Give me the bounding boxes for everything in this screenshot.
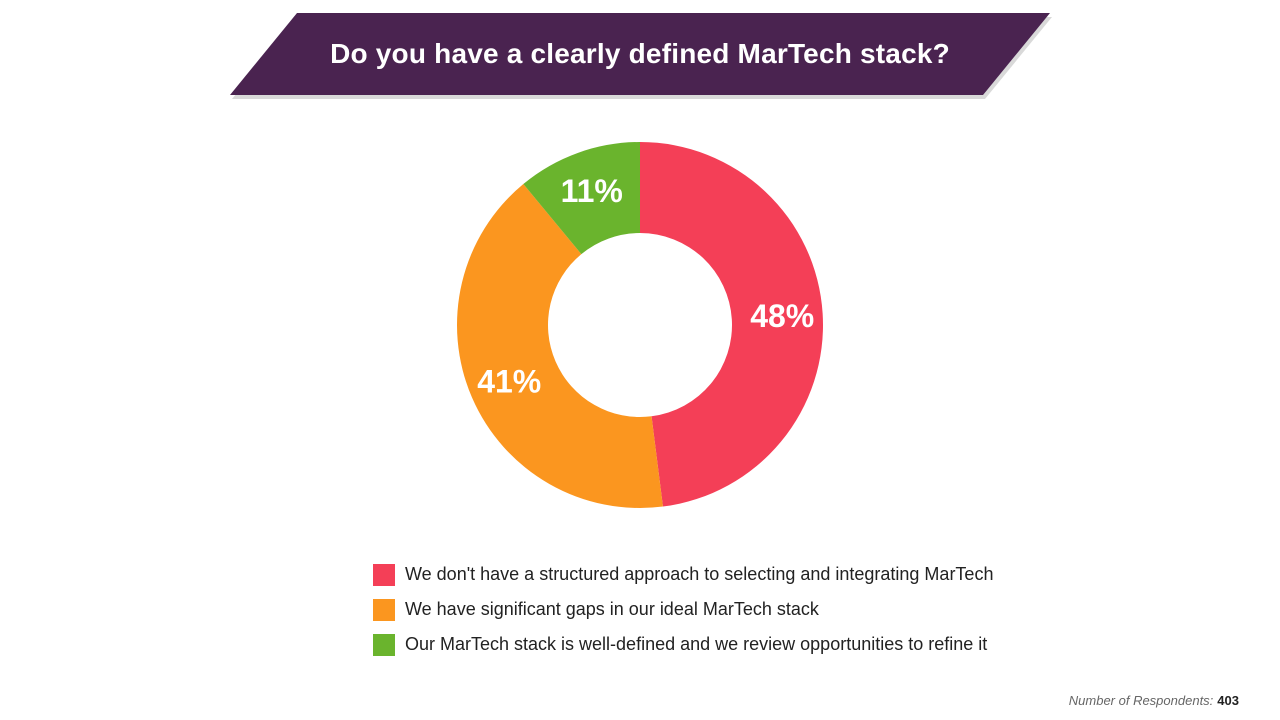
respondents-label: Number of Respondents:: [1068, 693, 1214, 708]
title-banner-shape: [230, 13, 1050, 95]
title-banner: [230, 13, 1052, 99]
legend-swatch: [373, 563, 395, 586]
legend-swatch: [373, 598, 395, 621]
donut-slice: [640, 142, 823, 507]
legend-label: Our MarTech stack is well-defined and we…: [405, 634, 988, 654]
legend-item: We have significant gaps in our ideal Ma…: [373, 592, 993, 627]
donut-slices: [457, 142, 823, 508]
respondents-count: 403: [1217, 693, 1239, 708]
legend-label: We have significant gaps in our ideal Ma…: [405, 599, 819, 619]
donut-slice: [457, 183, 663, 508]
donut-slice: [523, 142, 640, 255]
slice-value-label: 11%: [561, 173, 623, 209]
legend-label: We don't have a structured approach to s…: [405, 564, 994, 584]
respondents-note: Number of Respondents: 403: [1069, 693, 1239, 708]
slice-value-label: 48%: [750, 298, 814, 334]
legend-item: Our MarTech stack is well-defined and we…: [373, 627, 993, 662]
legend-swatch: [373, 633, 395, 656]
legend-item: We don't have a structured approach to s…: [373, 557, 993, 592]
page-title: Do you have a clearly defined MarTech st…: [330, 38, 950, 69]
donut-chart: 48% 41% 11%: [457, 142, 823, 508]
donut-slice-labels: 48% 41% 11%: [477, 173, 814, 400]
legend: We don't have a structured approach to s…: [373, 557, 993, 662]
slice-value-label: 41%: [477, 364, 541, 400]
